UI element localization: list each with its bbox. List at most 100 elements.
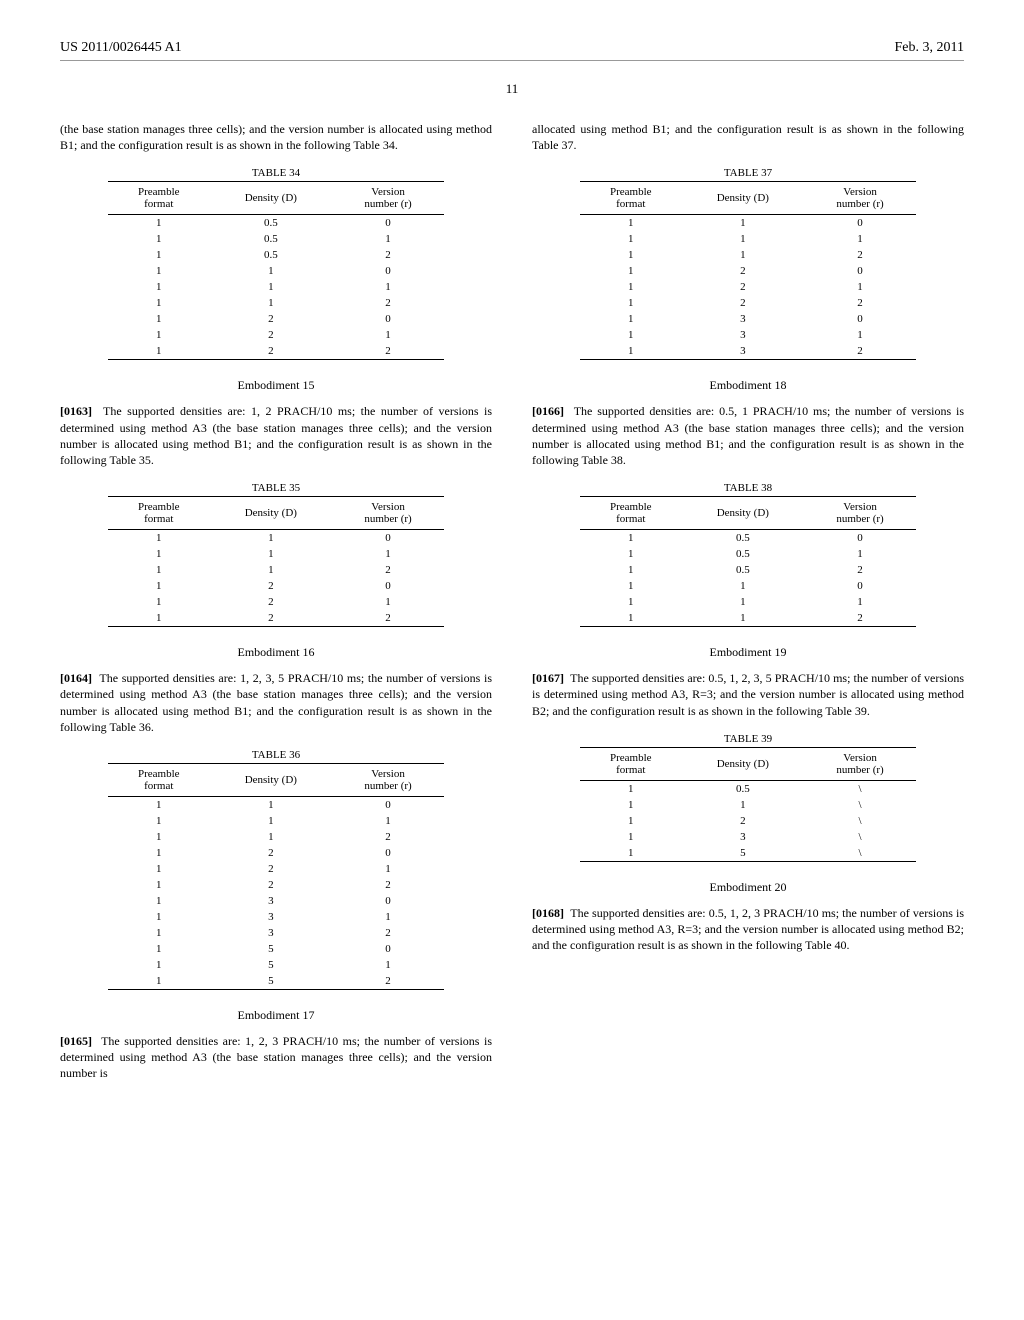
table-cell: 5 <box>210 941 332 957</box>
table-header: Versionnumber (r) <box>332 763 445 796</box>
table-row: 132 <box>108 925 445 941</box>
table-row: 10.51 <box>580 546 917 562</box>
table37-caption: TABLE 37 <box>532 167 964 179</box>
table-cell: 1 <box>804 594 917 610</box>
table-row: 10.50 <box>108 215 445 232</box>
table-cell: 3 <box>682 327 804 343</box>
table-cell: 1 <box>580 797 683 813</box>
table-cell: 0 <box>332 215 445 232</box>
table-cell: 1 <box>108 327 211 343</box>
table-row: 110 <box>580 578 917 594</box>
para-num: [0166] <box>532 404 564 418</box>
table-row: 120 <box>108 578 445 594</box>
table35: PreambleformatDensity (D)Versionnumber (… <box>108 496 445 627</box>
table38: PreambleformatDensity (D)Versionnumber (… <box>580 496 917 627</box>
table-row: 111 <box>580 594 917 610</box>
table-cell: 1 <box>580 343 683 360</box>
table-cell: 0 <box>332 796 445 813</box>
table-cell: 3 <box>682 343 804 360</box>
table-row: 112 <box>580 247 917 263</box>
table-row: 121 <box>108 594 445 610</box>
table-row: 10.52 <box>580 562 917 578</box>
table-cell: 1 <box>682 247 804 263</box>
table-cell: 1 <box>108 845 211 861</box>
table-header: Density (D) <box>682 497 804 530</box>
table-cell: 2 <box>682 813 804 829</box>
table-cell: 0.5 <box>210 231 332 247</box>
table-cell: 3 <box>210 909 332 925</box>
table-row: 110 <box>108 263 445 279</box>
table-cell: 2 <box>210 343 332 360</box>
table-cell: 5 <box>682 845 804 862</box>
table-cell: 2 <box>332 829 445 845</box>
table-cell: 0 <box>332 530 445 547</box>
table-cell: 1 <box>804 327 917 343</box>
table-cell: 1 <box>108 796 211 813</box>
table-header: Versionnumber (r) <box>804 497 917 530</box>
table-header: Preambleformat <box>108 497 211 530</box>
embodiment-19-title: Embodiment 19 <box>532 645 964 660</box>
left-column: (the base station manages three cells); … <box>60 121 492 1095</box>
table-cell: 1 <box>580 530 683 547</box>
table-cell: 1 <box>332 279 445 295</box>
table-cell: 1 <box>210 263 332 279</box>
table-row: 121 <box>580 279 917 295</box>
table-cell: 3 <box>210 925 332 941</box>
table-cell: 2 <box>210 877 332 893</box>
table34: PreambleformatDensity (D)Versionnumber (… <box>108 181 445 360</box>
table-cell: 0.5 <box>210 247 332 263</box>
table-cell: 2 <box>210 610 332 627</box>
table-cell: 1 <box>210 279 332 295</box>
table-cell: 1 <box>108 562 211 578</box>
para-num: [0163] <box>60 404 92 418</box>
table-row: 121 <box>108 861 445 877</box>
para-num: [0167] <box>532 671 564 685</box>
table-cell: 1 <box>108 941 211 957</box>
table-row: 111 <box>108 279 445 295</box>
table-cell: 2 <box>332 877 445 893</box>
table-row: 120 <box>108 845 445 861</box>
table-row: 111 <box>580 231 917 247</box>
table-row: 122 <box>580 295 917 311</box>
page-number: 11 <box>60 81 964 97</box>
table-row: 12\ <box>580 813 917 829</box>
table-cell: 2 <box>210 594 332 610</box>
table-cell: 1 <box>580 215 683 232</box>
table-cell: 1 <box>108 231 211 247</box>
table34-caption: TABLE 34 <box>60 167 492 179</box>
table-cell: 2 <box>332 562 445 578</box>
table-cell: 1 <box>108 530 211 547</box>
table-header: Preambleformat <box>580 747 683 780</box>
table-header: Preambleformat <box>108 182 211 215</box>
table-row: 130 <box>108 893 445 909</box>
table39-caption: TABLE 39 <box>532 733 964 745</box>
table-cell: 2 <box>804 295 917 311</box>
table-cell: 1 <box>580 295 683 311</box>
table-cell: 1 <box>108 925 211 941</box>
table-cell: 1 <box>332 546 445 562</box>
table-cell: 2 <box>682 263 804 279</box>
table-row: 150 <box>108 941 445 957</box>
table-cell: 1 <box>332 957 445 973</box>
table-row: 110 <box>108 796 445 813</box>
table-cell: 1 <box>580 562 683 578</box>
table-header: Versionnumber (r) <box>332 182 445 215</box>
table-cell: 3 <box>210 893 332 909</box>
table-cell: 2 <box>210 578 332 594</box>
table-cell: 1 <box>210 813 332 829</box>
table-cell: 1 <box>682 215 804 232</box>
table-row: 10.52 <box>108 247 445 263</box>
table-cell: 1 <box>682 594 804 610</box>
table-cell: 1 <box>210 295 332 311</box>
table-cell: 0 <box>804 263 917 279</box>
table-cell: 1 <box>108 295 211 311</box>
para-text: The supported densities are: 1, 2 PRACH/… <box>60 404 492 467</box>
table-cell: 2 <box>332 973 445 990</box>
right-column: allocated using method B1; and the confi… <box>532 121 964 1095</box>
table39: PreambleformatDensity (D)Versionnumber (… <box>580 747 917 862</box>
table-row: 110 <box>580 215 917 232</box>
table-row: 131 <box>580 327 917 343</box>
table-cell: 0 <box>332 845 445 861</box>
table-cell: 0.5 <box>210 215 332 232</box>
table-cell: 1 <box>332 861 445 877</box>
